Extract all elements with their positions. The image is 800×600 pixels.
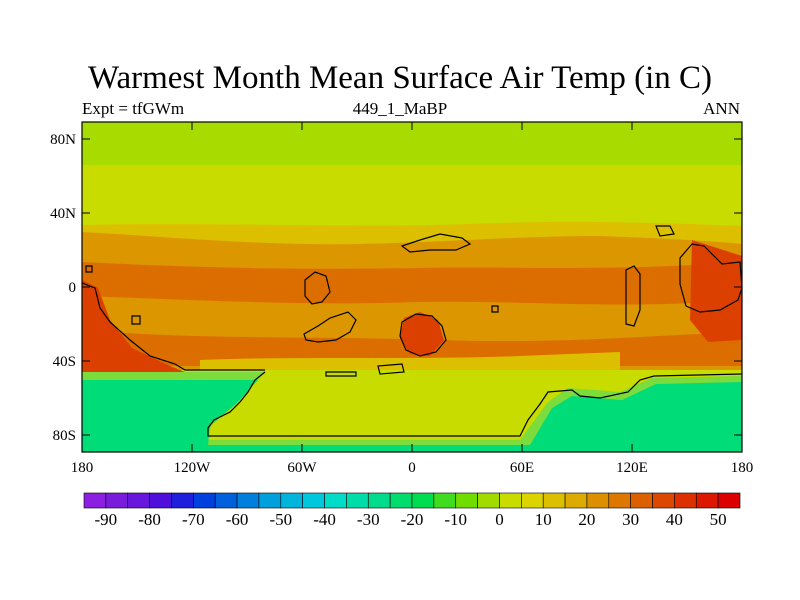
colorbar-swatch — [695, 492, 719, 509]
band-equatorial-hot — [82, 262, 742, 305]
colorbar-label: -10 — [444, 510, 467, 529]
lon-tick-label: 180 — [71, 460, 94, 476]
colorbar-swatch — [324, 492, 347, 509]
colorbar-label: -30 — [357, 510, 380, 529]
colorbar-swatch — [717, 492, 741, 509]
colorbar-label: -60 — [226, 510, 249, 529]
colorbar-swatch — [586, 492, 610, 509]
lon-tick-label: 60W — [287, 460, 317, 476]
experiment-label: Expt = tfGWm — [82, 99, 185, 118]
colorbar-swatch — [521, 492, 544, 509]
lat-tick-label: 80N — [50, 132, 76, 148]
colorbar-swatch — [346, 492, 369, 509]
colorbar-label: 0 — [495, 510, 504, 529]
colorbar-label: 50 — [710, 510, 727, 529]
colorbar-swatch — [542, 492, 566, 509]
colorbar-swatch — [433, 492, 457, 509]
colorbar-swatch — [608, 492, 631, 509]
colorbar: -90 -80 -70 -60 -50 -40 -30 -20 -10 0 10 20 30 40 50 — [83, 492, 741, 529]
lon-tick-label: 0 — [408, 460, 416, 476]
lat-tick-label: 80S — [53, 428, 76, 444]
lat-tick-label: 40N — [50, 206, 76, 222]
hot-land-west — [82, 280, 185, 372]
map-title: Warmest Month Mean Surface Air Temp (in … — [87, 60, 713, 96]
hot-land-africa — [400, 312, 444, 356]
colorbar-label: 20 — [578, 510, 595, 529]
lon-tick-label: 180 — [731, 460, 754, 476]
colorbar-swatch — [193, 492, 216, 509]
colorbar-swatch — [652, 492, 675, 509]
colorbar-label: 30 — [622, 510, 639, 529]
colorbar-swatch — [630, 492, 653, 509]
colorbar-swatch — [367, 492, 391, 509]
colorbar-swatch — [302, 492, 325, 509]
colorbar-swatch — [389, 492, 413, 509]
lat-tick-label: 40S — [53, 354, 76, 370]
colorbar-swatch — [105, 492, 129, 509]
colorbar-swatch — [149, 492, 172, 509]
colorbar-swatch — [280, 492, 303, 509]
colorbar-swatch — [564, 492, 588, 509]
colorbar-swatch — [236, 492, 260, 509]
colorbar-swatch — [171, 492, 194, 509]
lon-tick-label: 120W — [174, 460, 212, 476]
lat-tick-label: 0 — [69, 280, 77, 296]
colorbar-label: 40 — [666, 510, 683, 529]
colorbar-swatch — [411, 492, 435, 509]
coastlines — [82, 225, 742, 437]
colorbar-label: -50 — [269, 510, 292, 529]
colorbar-label: -90 — [95, 510, 118, 529]
lon-tick-label: 60E — [510, 460, 534, 476]
colorbar-swatch — [499, 492, 522, 509]
hot-land-east — [690, 240, 742, 342]
map-ticks: 80N 40N 0 40S 80S 180 120W 60W 0 60E 120E 180 — [50, 122, 753, 476]
colorbar-swatch — [83, 492, 107, 509]
period-label: ANN — [703, 99, 740, 118]
antarctic-core — [82, 380, 742, 452]
temperature-field — [82, 122, 742, 452]
colorbar-swatch — [214, 492, 238, 509]
colorbar-label: -70 — [182, 510, 205, 529]
colorbar-swatch — [477, 492, 500, 509]
colorbar-label: -80 — [138, 510, 161, 529]
lon-tick-label: 120E — [616, 460, 648, 476]
colorbar-label: 10 — [535, 510, 552, 529]
colorbar-swatch — [455, 492, 478, 509]
colorbar-swatch — [674, 492, 697, 509]
colorbar-label: -20 — [401, 510, 424, 529]
colorbar-swatch — [258, 492, 282, 509]
colorbar-label: -40 — [313, 510, 336, 529]
time-label: 449_1_MaBP — [352, 99, 448, 118]
colorbar-swatch — [127, 492, 150, 509]
band-mid-north — [82, 165, 742, 227]
